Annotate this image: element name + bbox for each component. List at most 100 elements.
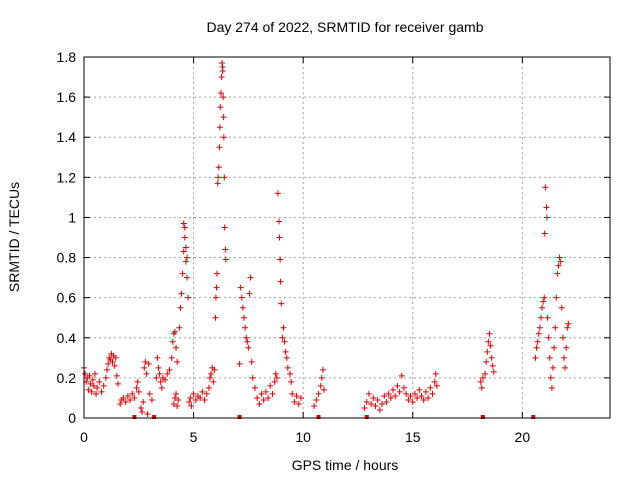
data-point bbox=[319, 366, 326, 373]
data-point bbox=[564, 324, 571, 331]
gap-marker bbox=[152, 415, 157, 419]
data-point bbox=[102, 374, 109, 381]
data-point bbox=[427, 384, 434, 391]
data-point bbox=[184, 274, 191, 281]
data-point bbox=[186, 398, 193, 405]
data-point bbox=[215, 164, 222, 171]
data-point bbox=[180, 248, 187, 255]
data-point bbox=[174, 358, 181, 365]
data-point bbox=[258, 390, 265, 397]
data-point bbox=[236, 360, 243, 367]
data-point bbox=[555, 262, 562, 269]
data-point bbox=[282, 348, 289, 355]
data-point bbox=[185, 294, 192, 301]
data-point bbox=[420, 396, 427, 403]
data-point bbox=[563, 344, 570, 351]
data-point bbox=[433, 382, 440, 389]
data-point bbox=[315, 390, 322, 397]
data-point bbox=[166, 366, 173, 373]
data-point bbox=[156, 370, 163, 377]
data-point bbox=[287, 370, 294, 377]
data-point bbox=[544, 314, 551, 321]
data-point bbox=[431, 378, 438, 385]
data-point bbox=[220, 94, 227, 101]
data-point bbox=[532, 354, 539, 361]
data-point bbox=[251, 384, 258, 391]
data-point bbox=[482, 370, 489, 377]
x-tick-label: 20 bbox=[515, 429, 531, 445]
data-point bbox=[368, 400, 375, 407]
chart-title: Day 274 of 2022, SRMTID for receiver gam… bbox=[206, 19, 483, 35]
data-point bbox=[414, 394, 421, 401]
data-point bbox=[220, 134, 227, 141]
data-point bbox=[379, 400, 386, 407]
data-point bbox=[271, 378, 278, 385]
data-point bbox=[214, 270, 221, 277]
data-point bbox=[479, 374, 486, 381]
data-point bbox=[552, 324, 559, 331]
data-point bbox=[217, 90, 224, 97]
data-point bbox=[539, 304, 546, 311]
y-tick-label: 0.4 bbox=[57, 330, 77, 346]
data-point bbox=[489, 362, 496, 369]
data-point bbox=[87, 380, 94, 387]
data-point bbox=[93, 390, 100, 397]
data-point bbox=[219, 68, 226, 75]
data-point bbox=[537, 314, 544, 321]
data-point bbox=[295, 400, 302, 407]
data-point bbox=[272, 370, 279, 377]
data-point bbox=[100, 382, 107, 389]
data-point bbox=[190, 390, 197, 397]
data-point bbox=[180, 220, 187, 227]
x-tick-label: 15 bbox=[405, 429, 421, 445]
gap-marker bbox=[316, 415, 321, 419]
y-tick-label: 0 bbox=[68, 410, 76, 426]
data-point bbox=[173, 344, 180, 351]
data-point bbox=[280, 324, 287, 331]
data-point bbox=[318, 374, 325, 381]
data-point bbox=[478, 384, 485, 391]
data-point bbox=[222, 246, 229, 253]
data-point bbox=[146, 390, 153, 397]
gap-marker bbox=[132, 415, 137, 419]
data-point bbox=[145, 360, 152, 367]
data-point bbox=[238, 294, 245, 301]
data-point bbox=[212, 294, 219, 301]
data-point bbox=[173, 390, 180, 397]
data-point bbox=[262, 388, 269, 395]
data-point bbox=[90, 382, 97, 389]
data-point bbox=[374, 396, 381, 403]
data-point bbox=[313, 396, 320, 403]
data-point bbox=[396, 388, 403, 395]
data-point bbox=[177, 304, 184, 311]
data-point bbox=[483, 358, 490, 365]
data-point bbox=[142, 358, 149, 365]
data-point bbox=[112, 354, 119, 361]
data-point bbox=[560, 354, 567, 361]
data-point bbox=[171, 328, 178, 335]
data-point bbox=[407, 392, 414, 399]
data-point bbox=[249, 374, 256, 381]
data-point bbox=[109, 358, 116, 365]
data-point bbox=[533, 344, 540, 351]
data-point bbox=[554, 270, 561, 277]
data-point bbox=[416, 386, 423, 393]
data-point bbox=[154, 354, 161, 361]
data-point bbox=[488, 354, 495, 361]
data-point bbox=[153, 374, 160, 381]
data-point bbox=[216, 124, 223, 131]
data-point bbox=[289, 390, 296, 397]
data-point bbox=[91, 370, 98, 377]
data-point bbox=[372, 402, 379, 409]
data-point bbox=[174, 402, 181, 409]
data-point bbox=[179, 270, 186, 277]
data-point bbox=[127, 396, 134, 403]
y-tick-label: 0.6 bbox=[57, 290, 77, 306]
data-point bbox=[254, 394, 261, 401]
data-point bbox=[104, 366, 111, 373]
gap-marker bbox=[480, 415, 485, 419]
data-point bbox=[187, 394, 194, 401]
data-point bbox=[541, 294, 548, 301]
data-point bbox=[311, 402, 318, 409]
data-point bbox=[158, 384, 165, 391]
